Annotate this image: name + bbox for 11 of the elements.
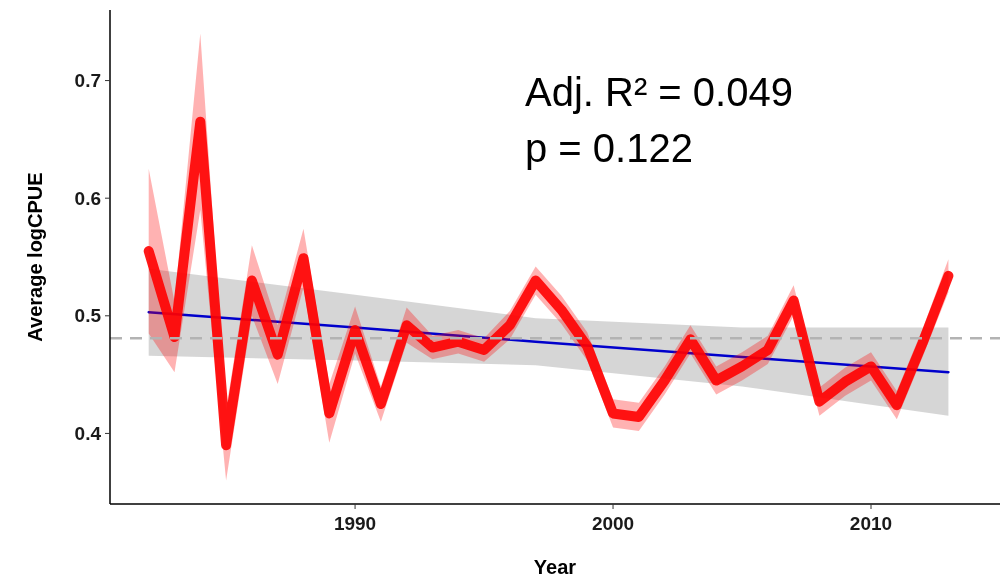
x-tick-label: 2010 — [849, 513, 893, 534]
y-tick-label: 0.4 — [74, 423, 102, 445]
y-axis-title: Average logCPUE — [24, 172, 46, 342]
y-tick-label: 0.5 — [74, 305, 102, 327]
annotation: p = 0.122 — [525, 126, 693, 170]
y-tick-label: 0.6 — [74, 187, 101, 209]
y-tick-label: 0.7 — [74, 70, 101, 92]
x-tick-label: 2000 — [591, 513, 635, 534]
annotation: Adj. R² = 0.049 — [525, 70, 793, 114]
x-axis-title: Year — [533, 556, 577, 578]
x-tick-label: 1990 — [333, 513, 377, 534]
